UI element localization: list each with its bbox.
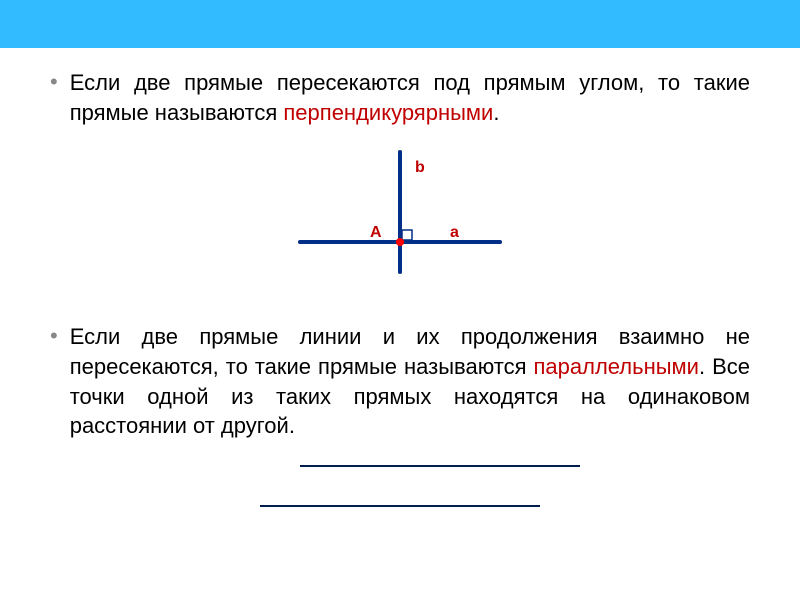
svg-text:b: b [415,159,425,176]
perp-text-post: . [493,100,499,125]
perp-highlight: перпендикурярными [283,100,493,125]
bullet-dot: • [50,68,58,127]
content-area: • Если две прямые пересекаются под прямы… [0,48,800,536]
svg-text:А: А [370,224,382,241]
svg-text:a: a [450,224,459,241]
perpendicular-text: Если две прямые пересекаются под прямым … [70,68,750,127]
parallel-svg [200,451,600,531]
par-highlight: параллельными [534,354,699,379]
header-bar [0,0,800,48]
perpendicular-diagram: Аa b [50,142,750,297]
perpendicular-svg: Аa b [270,142,530,292]
parallel-diagram [50,451,750,536]
bullet-dot: • [50,322,58,441]
bullet-item-perpendicular: • Если две прямые пересекаются под прямы… [50,68,750,127]
parallel-text: Если две прямые линии и их продолжения в… [70,322,750,441]
bullet-item-parallel: • Если две прямые линии и их продолжения… [50,322,750,441]
